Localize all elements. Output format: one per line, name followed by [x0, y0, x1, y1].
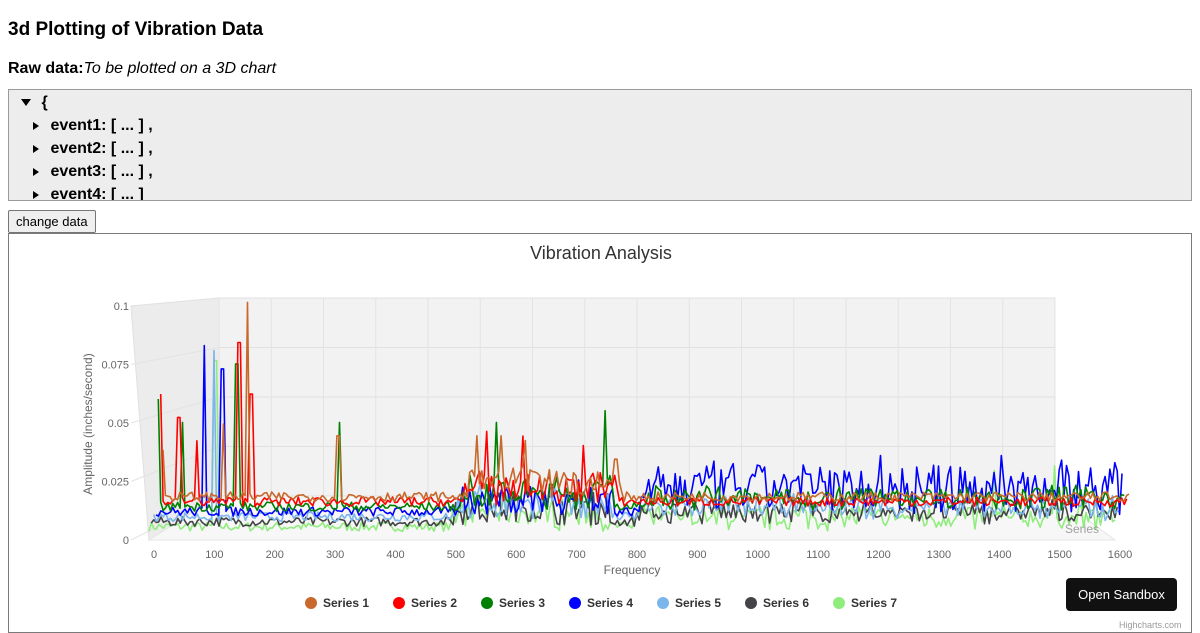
x-tick-label: 1100 — [806, 549, 830, 561]
expand-triangle-icon[interactable] — [33, 121, 39, 130]
x-tick-label: 1000 — [746, 549, 770, 561]
chart-axes-group: 0 0.025 0.05 0.075 0.1 0 100 200 300 400 500 600 700… — [101, 301, 1132, 561]
x-tick-label: 1200 — [866, 549, 890, 561]
legend-item-label[interactable]: Series 6 — [763, 596, 809, 610]
json-event-label: event2: [ ... ] , — [50, 140, 153, 157]
json-event-row[interactable]: event3: [ ... ] , — [33, 163, 153, 181]
legend-item-label[interactable]: Series 3 — [499, 596, 545, 610]
change-data-button[interactable]: change data — [8, 210, 96, 233]
series-line — [162, 301, 1130, 503]
x-tick-label: 800 — [628, 549, 646, 561]
x-tick-label: 400 — [386, 549, 404, 561]
raw-data-caption: Raw data:To be plotted on a 3D chart — [8, 60, 276, 78]
x-tick-label: 200 — [266, 549, 284, 561]
series-line — [148, 359, 1116, 533]
chart-legend: Series 1 Series 2 Series 3 Series 4 Series 5… — [305, 596, 897, 610]
x-tick-label: 1600 — [1108, 549, 1132, 561]
chart-series-group — [148, 301, 1130, 533]
x-tick-label: 100 — [205, 549, 223, 561]
legend-marker — [657, 597, 669, 609]
legend-item-label[interactable]: Series 4 — [587, 596, 633, 610]
y-tick-label: 0.05 — [108, 418, 129, 430]
expand-triangle-icon[interactable] — [33, 190, 39, 199]
page-title: 3d Plotting of Vibration Data — [8, 19, 264, 40]
chart-title: Vibration Analysis — [530, 243, 672, 263]
x-tick-label: 500 — [447, 549, 465, 561]
expand-triangle-icon[interactable] — [33, 167, 39, 176]
json-event-row[interactable]: event2: [ ... ] , — [33, 140, 153, 158]
legend-item-label[interactable]: Series 2 — [411, 596, 457, 610]
y-axis-title: Amplitude (inches/second) — [81, 353, 95, 494]
json-event-row[interactable]: event1: [ ... ] , — [33, 117, 153, 135]
legend-marker — [481, 597, 493, 609]
raw-data-label: Raw data: — [8, 60, 84, 77]
series-line — [155, 344, 1123, 517]
legend-marker — [393, 597, 405, 609]
grid-line — [130, 446, 220, 482]
x-tick-label: 700 — [567, 549, 585, 561]
json-event-label: event1: [ ... ] , — [50, 117, 153, 134]
chart-container: Vibration Analysis 0 0.025 0.05 0.075 0.1 0 10… — [8, 233, 1192, 633]
grid-line — [130, 297, 220, 307]
z-axis-title: Series — [1065, 522, 1099, 536]
legend-marker — [745, 597, 757, 609]
legend-marker — [833, 597, 845, 609]
x-tick-label: 900 — [688, 549, 706, 561]
x-axis-title: Frequency — [604, 563, 661, 577]
expand-triangle-icon[interactable] — [33, 144, 39, 153]
y-tick-label: 0.1 — [114, 301, 129, 313]
legend-marker — [305, 597, 317, 609]
json-event-label: event4: [ ... ] — [50, 186, 144, 201]
collapse-triangle-icon[interactable] — [21, 99, 31, 107]
y-tick-label: 0.075 — [101, 360, 129, 372]
series-line — [152, 349, 1120, 523]
y-tick-label: 0.025 — [101, 477, 129, 489]
raw-data-note: To be plotted on a 3D chart — [83, 60, 277, 77]
legend-marker — [569, 597, 581, 609]
legend-item-label[interactable]: Series 5 — [675, 596, 721, 610]
json-root-brace: { — [41, 94, 48, 111]
open-sandbox-button[interactable]: Open Sandbox — [1066, 578, 1177, 611]
json-event-row[interactable]: event4: [ ... ] — [33, 186, 144, 201]
y-tick-label: 0 — [123, 535, 129, 547]
x-tick-label: 600 — [507, 549, 525, 561]
vibration-chart: Vibration Analysis 0 0.025 0.05 0.075 0.1 0 10… — [81, 243, 1132, 610]
legend-item-label[interactable]: Series 1 — [323, 596, 369, 610]
highcharts-credits[interactable]: Highcharts.com — [1119, 620, 1182, 630]
x-tick-label: 1300 — [927, 549, 951, 561]
x-tick-label: 0 — [151, 549, 157, 561]
x-tick-label: 300 — [326, 549, 344, 561]
json-event-label: event3: [ ... ] , — [50, 163, 153, 180]
json-root-row[interactable]: { — [21, 94, 48, 112]
grid-line — [130, 495, 220, 541]
legend-item-label[interactable]: Series 7 — [851, 596, 897, 610]
json-viewer[interactable]: { event1: [ ... ] , event2: [ ... ] , ev… — [8, 89, 1192, 201]
x-tick-label: 1500 — [1047, 549, 1071, 561]
x-tick-label: 1400 — [987, 549, 1011, 561]
